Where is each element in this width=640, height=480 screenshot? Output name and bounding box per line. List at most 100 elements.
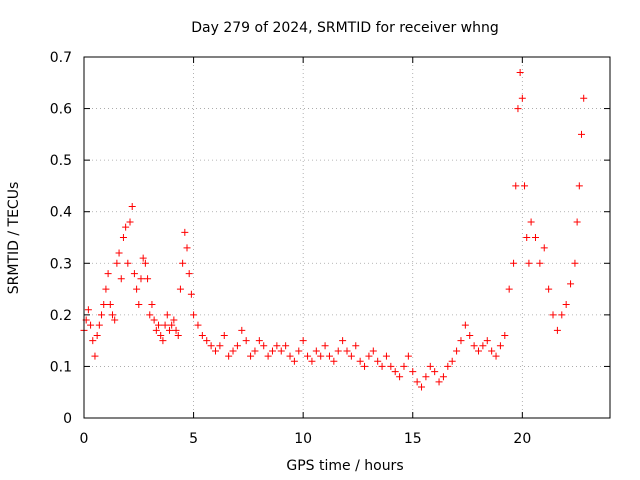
data-point: [409, 368, 417, 376]
data-point: [562, 301, 570, 309]
data-point: [431, 368, 439, 376]
data-point: [571, 259, 579, 267]
x-tick-label: 0: [80, 431, 89, 447]
data-point: [299, 337, 307, 345]
data-point: [229, 347, 237, 355]
data-point: [89, 337, 97, 345]
data-point: [146, 311, 154, 319]
data-point: [139, 254, 147, 262]
data-point: [141, 259, 149, 267]
y-tick-label: 0.4: [50, 205, 72, 221]
data-point: [470, 342, 478, 350]
data-point: [400, 362, 408, 370]
data-point: [102, 285, 110, 293]
data-point: [165, 326, 173, 334]
data-point: [122, 223, 130, 231]
data-point: [521, 182, 529, 190]
data-point: [334, 347, 342, 355]
data-point: [453, 347, 461, 355]
data-point: [361, 362, 369, 370]
data-point: [374, 357, 382, 365]
data-point: [545, 285, 553, 293]
data-point: [220, 331, 228, 339]
data-point: [148, 301, 156, 309]
data-point: [198, 331, 206, 339]
data-point: [216, 342, 224, 350]
data-point: [512, 182, 520, 190]
data-point: [553, 326, 561, 334]
data-point: [133, 285, 141, 293]
data-point: [124, 259, 132, 267]
data-point: [185, 270, 193, 278]
data-point: [352, 342, 360, 350]
data-point: [108, 311, 116, 319]
x-axis-label: GPS time / hours: [286, 458, 403, 474]
data-point: [396, 373, 404, 381]
data-point: [501, 331, 509, 339]
data-point: [461, 321, 469, 329]
data-point: [247, 352, 255, 360]
data-point: [378, 362, 386, 370]
data-point: [479, 342, 487, 350]
data-point: [207, 342, 215, 350]
data-point: [137, 275, 145, 283]
data-point: [170, 316, 178, 324]
data-point: [190, 311, 198, 319]
data-point: [282, 342, 290, 350]
data-point: [578, 130, 586, 138]
data-point: [255, 337, 263, 345]
data-point: [260, 342, 268, 350]
data-point: [404, 352, 412, 360]
y-tick-label: 0.2: [50, 308, 72, 324]
data-point: [339, 337, 347, 345]
data-point: [435, 378, 443, 386]
data-point: [448, 357, 456, 365]
data-point: [536, 259, 544, 267]
data-point: [111, 316, 119, 324]
data-points: [80, 68, 588, 391]
data-point: [130, 270, 138, 278]
data-point: [549, 311, 557, 319]
data-point: [126, 218, 134, 226]
data-point: [176, 285, 184, 293]
data-point: [505, 285, 513, 293]
chart-title: Day 279 of 2024, SRMTID for receiver whn…: [191, 20, 499, 36]
data-point: [212, 347, 219, 355]
data-point: [567, 280, 575, 288]
grid: [84, 57, 610, 418]
data-point: [365, 352, 373, 360]
data-point: [115, 249, 123, 257]
data-point: [183, 244, 191, 252]
data-point: [159, 337, 167, 345]
data-point: [172, 326, 180, 334]
data-point: [174, 331, 182, 339]
data-point: [439, 373, 447, 381]
data-point: [382, 352, 390, 360]
data-point: [525, 259, 533, 267]
data-point: [518, 94, 526, 102]
data-point: [268, 347, 276, 355]
data-point: [179, 259, 187, 267]
data-point: [304, 352, 312, 360]
data-point: [150, 316, 158, 324]
data-point: [157, 331, 165, 339]
y-axis-label: SRMTID / TECUs: [6, 182, 22, 295]
data-point: [84, 306, 92, 314]
data-point: [113, 259, 121, 267]
data-point: [325, 352, 333, 360]
data-point: [95, 321, 103, 329]
data-point: [391, 368, 399, 376]
data-point: [233, 342, 241, 350]
x-tick-label: 10: [294, 431, 312, 447]
data-point: [286, 352, 294, 360]
data-point: [321, 342, 329, 350]
y-tick-label: 0.1: [50, 359, 72, 375]
axis-ticks: 0 0.1 0.2 0.3 0.4 0.5 0.6 0.7 0 5 10 15 20: [50, 50, 610, 447]
data-point: [527, 218, 535, 226]
data-point: [387, 362, 395, 370]
data-point: [290, 357, 298, 365]
data-point: [492, 352, 500, 360]
data-point: [163, 311, 171, 319]
